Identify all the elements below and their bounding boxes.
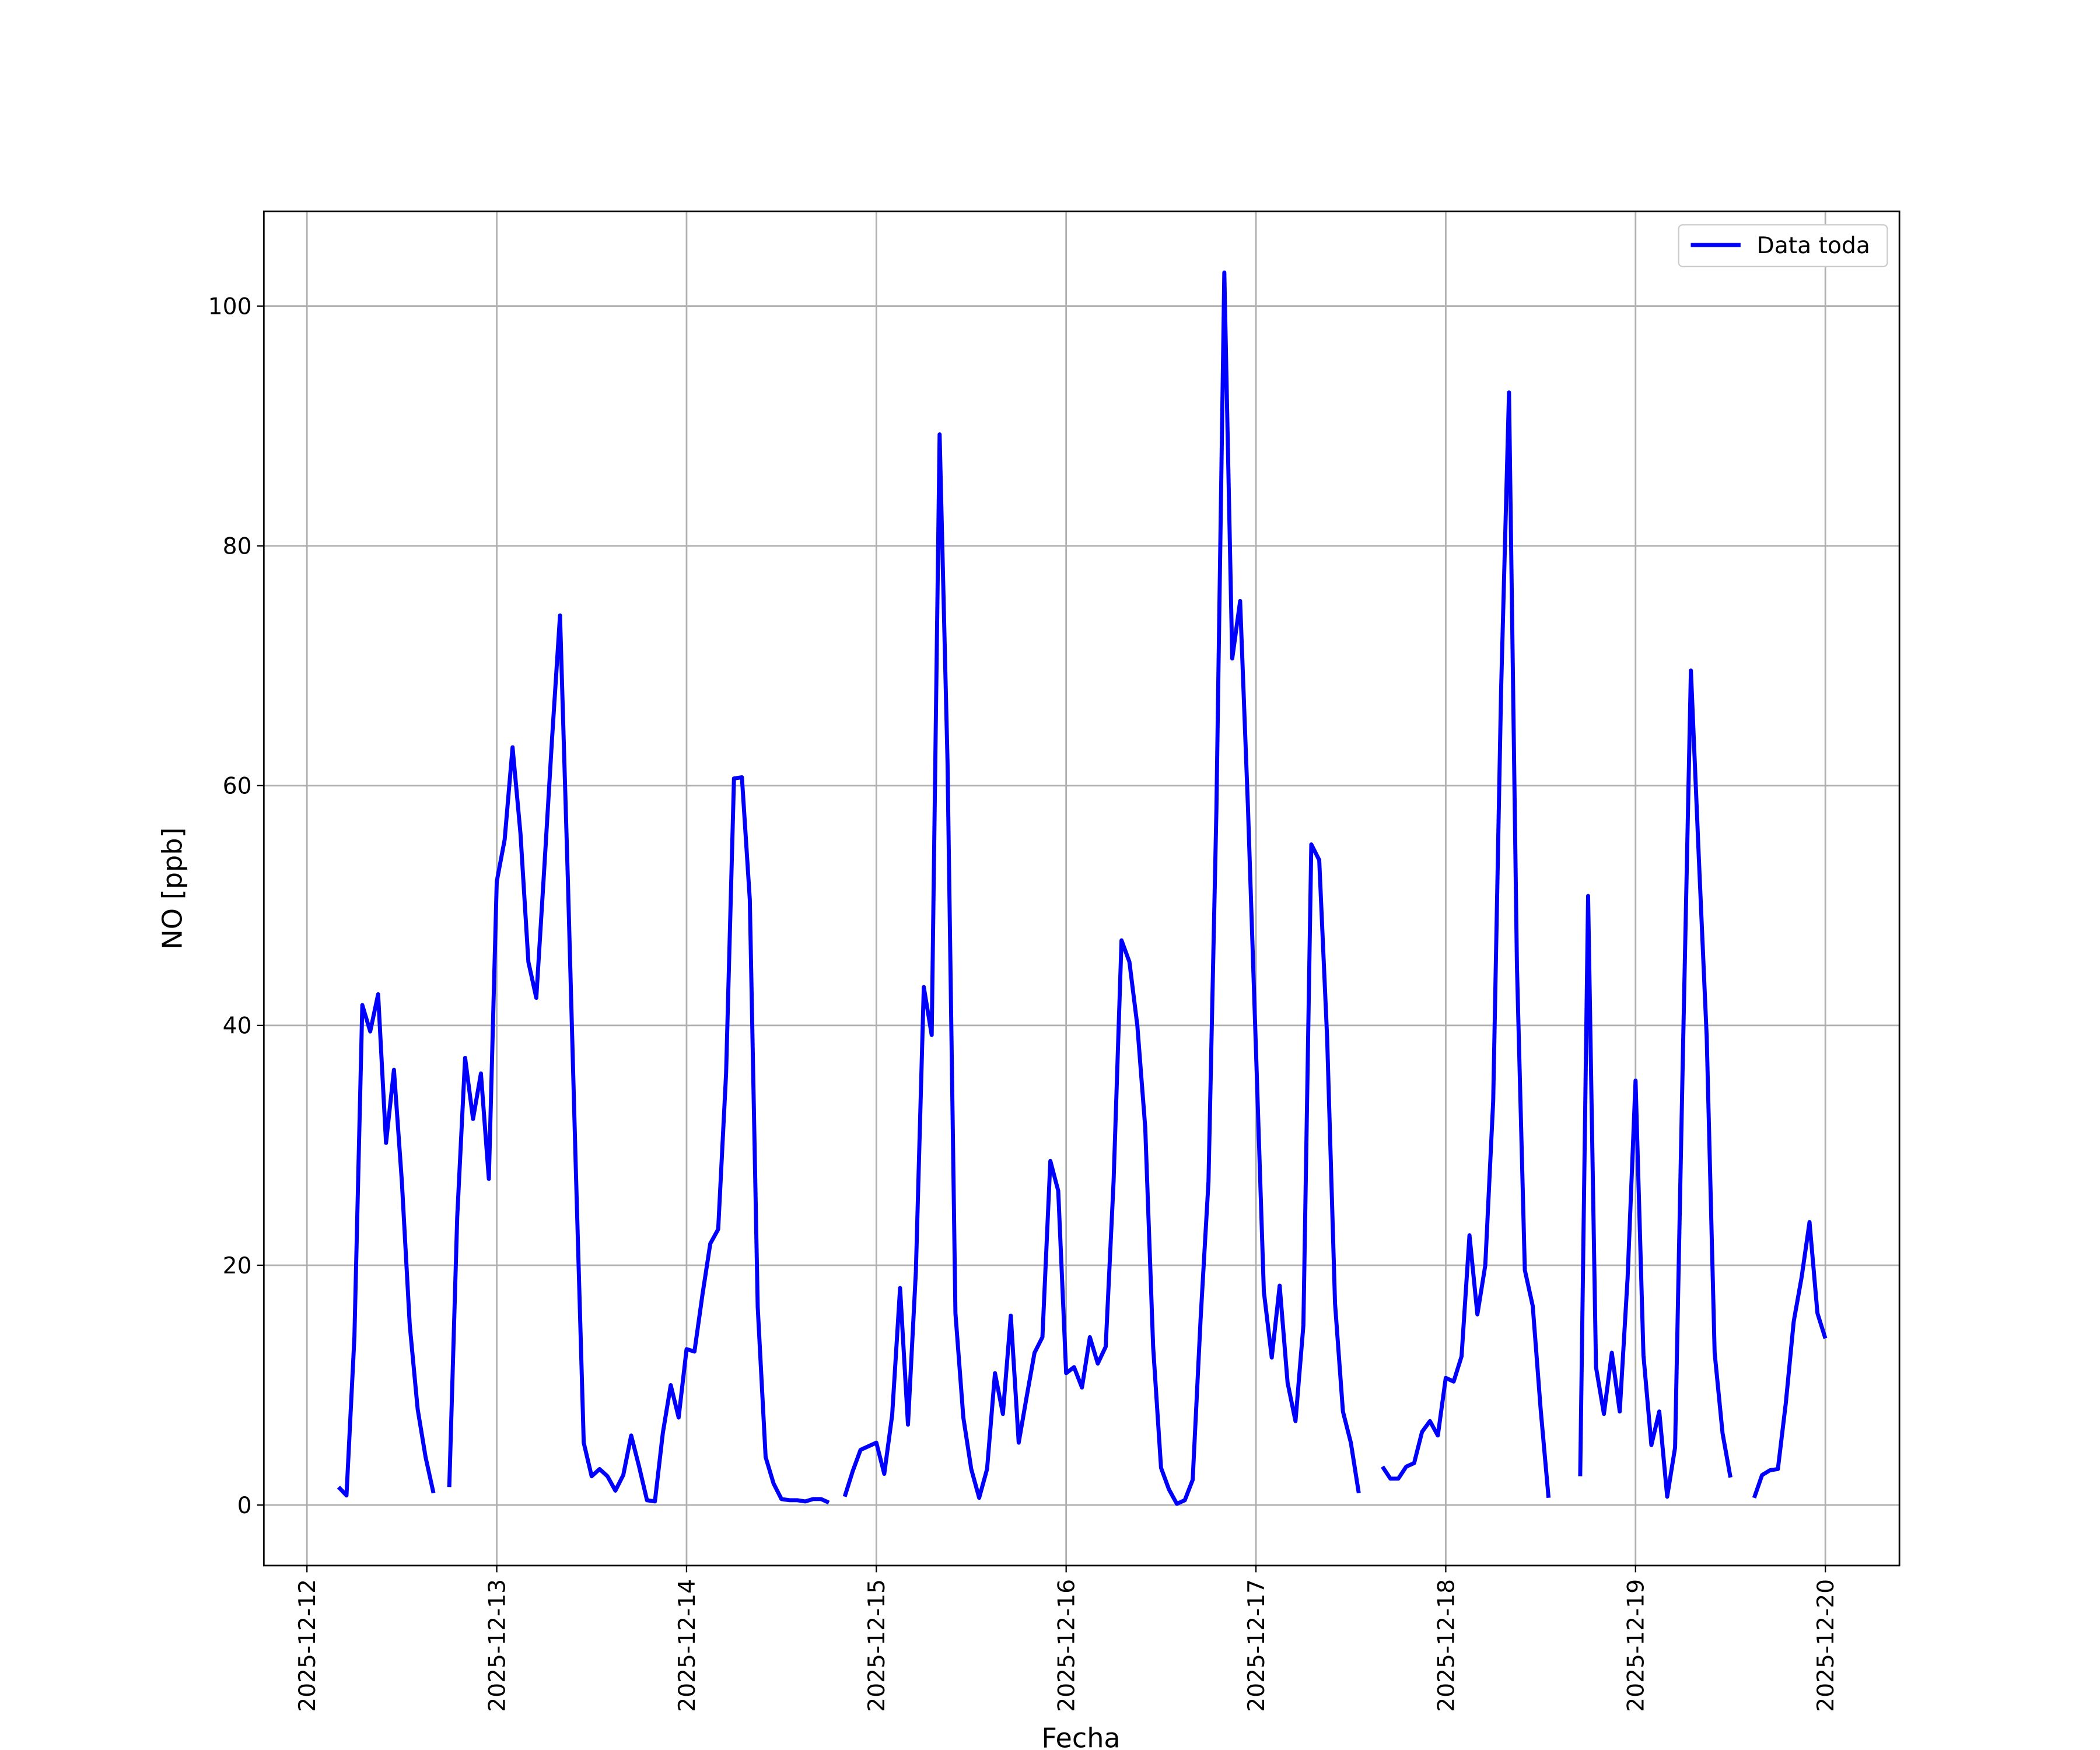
data-line [1578, 668, 1732, 1499]
data-line [447, 613, 830, 1505]
y-axis-label: NO [ppb] [157, 827, 188, 949]
x-tick-label: 2025-12-19 [1623, 1579, 1650, 1712]
y-tick-label: 80 [223, 534, 252, 560]
y-tick-label: 20 [223, 1253, 252, 1279]
data-line [1752, 1220, 1828, 1499]
legend-label: Data toda [1757, 233, 1870, 259]
plot-frame [262, 210, 1901, 1567]
y-tick-label: 40 [223, 1013, 252, 1040]
x-tick-label: 2025-12-16 [1054, 1579, 1080, 1712]
x-axis-label: Fecha [1041, 1722, 1120, 1750]
x-tick-label: 2025-12-15 [864, 1579, 890, 1712]
data-line [337, 992, 436, 1498]
data-line [842, 270, 1361, 1506]
legend-box [1678, 224, 1888, 268]
y-tick-label: 60 [223, 774, 252, 800]
y-tick-label: 100 [208, 294, 252, 320]
legend: Data toda [1678, 224, 1888, 268]
x-tick-label: 2025-12-13 [484, 1579, 510, 1712]
x-tick-label: 2025-12-18 [1433, 1579, 1460, 1712]
y-tick-label: 0 [237, 1493, 252, 1519]
x-tick-label: 2025-12-12 [295, 1579, 321, 1712]
x-tick-label: 2025-12-17 [1244, 1579, 1270, 1712]
x-tick-label: 2025-12-20 [1813, 1579, 1839, 1712]
data-line [1381, 390, 1551, 1499]
x-tick-label: 2025-12-14 [674, 1579, 701, 1712]
